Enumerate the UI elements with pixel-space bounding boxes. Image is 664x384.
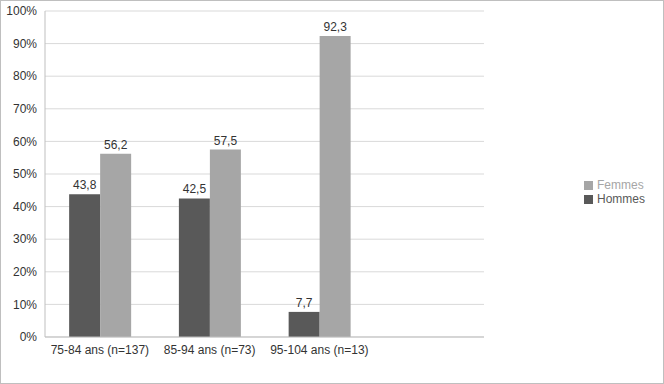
html-text:Hommes: Hommes [597,192,645,206]
html-text:Femmes: Femmes [597,178,644,192]
svg-text:85-94 ans (n=73): 85-94 ans (n=73) [164,343,256,357]
svg-text:90%: 90% [13,37,37,51]
svg-text:43,8: 43,8 [73,178,97,192]
svg-text:70%: 70% [13,102,37,116]
svg-text:60%: 60% [13,135,37,149]
svg-text:95-104 ans (n=13): 95-104 ans (n=13) [270,343,368,357]
svg-text:0%: 0% [20,330,38,344]
svg-text:20%: 20% [13,265,37,279]
svg-text:57,5: 57,5 [214,134,238,148]
svg-text:42,5: 42,5 [183,182,207,196]
svg-text:50%: 50% [13,167,37,181]
svg-text:92,3: 92,3 [323,20,347,34]
svg-text:75-84 ans (n=137): 75-84 ans (n=137) [51,343,149,357]
svg-text:100%: 100% [8,4,37,18]
svg-text:80%: 80% [13,69,37,83]
svg-text:7,7: 7,7 [296,296,313,310]
svg-text:10%: 10% [13,298,37,312]
svg-text:30%: 30% [13,232,37,246]
svg-text:56,2: 56,2 [104,138,128,152]
svg-text:40%: 40% [13,200,37,214]
